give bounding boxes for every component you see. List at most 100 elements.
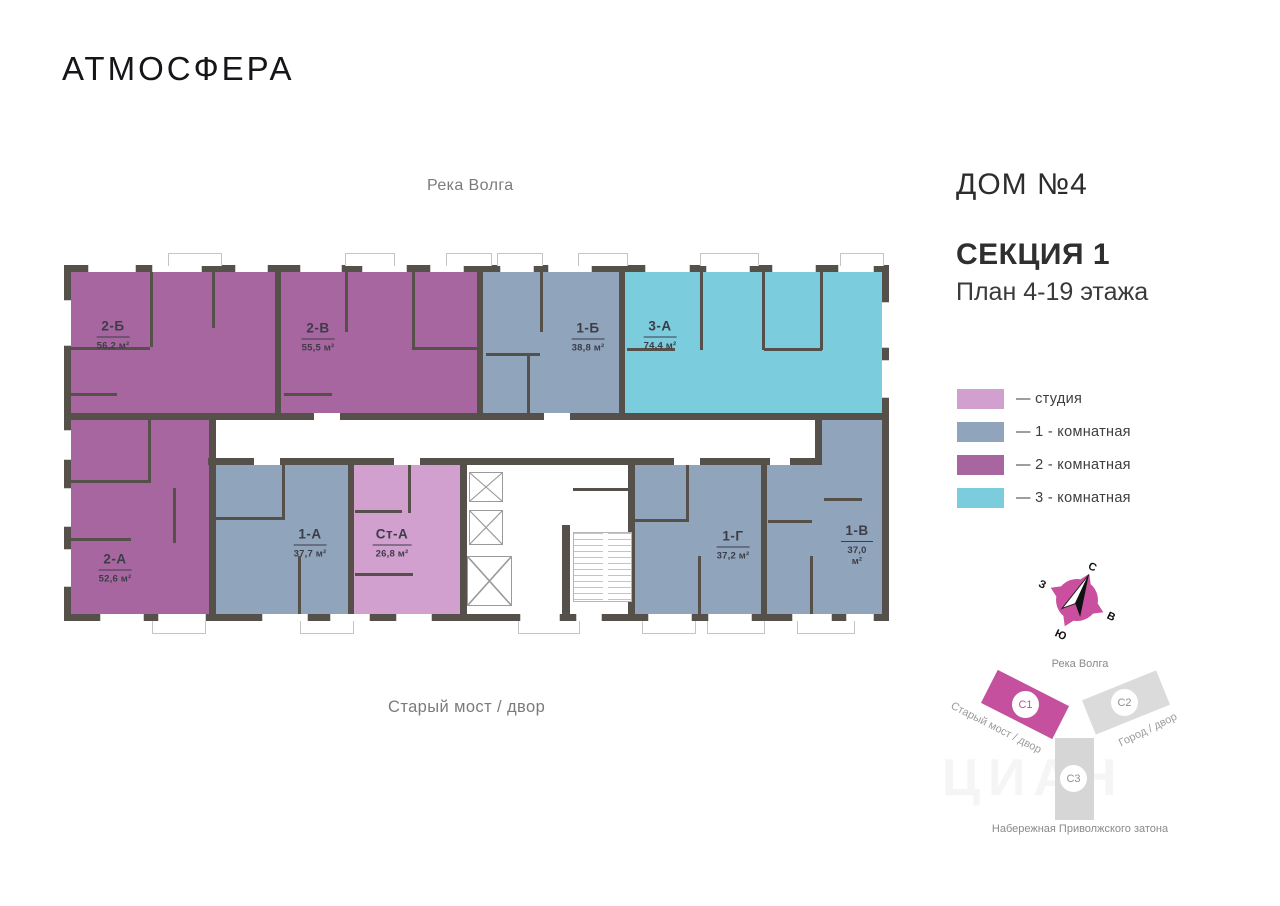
apartment-label-1g: 1-Г 37,2 м² — [716, 528, 750, 562]
door-opening — [544, 413, 570, 420]
window — [152, 265, 202, 272]
wall-segment — [71, 480, 148, 483]
house-title: ДОМ №4 — [956, 168, 1088, 201]
wall-segment — [64, 413, 889, 420]
apartment-label-1a: 1-А 37,7 м² — [293, 526, 327, 560]
wall-segment — [562, 525, 570, 614]
brand-logo: АТМОСФЕРА — [62, 50, 295, 87]
yard-label: Старый мост / двор — [388, 698, 546, 716]
door-opening — [254, 458, 280, 465]
window — [64, 300, 71, 346]
wall-segment — [700, 272, 703, 350]
wall-segment — [216, 517, 282, 520]
elevator-shaft — [469, 472, 503, 502]
apartment-label-3a: 3-А 74,4 м² — [643, 318, 677, 352]
legend-swatch-2room — [957, 455, 1004, 475]
wall-segment — [486, 353, 540, 356]
window — [846, 614, 874, 621]
window — [158, 614, 206, 621]
wall-segment — [355, 573, 413, 576]
balcony — [152, 621, 206, 634]
balcony — [840, 253, 884, 266]
window — [500, 265, 534, 272]
apartment-region-1b[interactable] — [479, 265, 624, 417]
apartment-region-2b[interactable] — [64, 265, 280, 417]
wall-segment — [768, 520, 812, 523]
wall-segment — [345, 272, 348, 332]
window — [706, 265, 750, 272]
balcony — [168, 253, 222, 266]
floor-plan: 2-Б 56,2 м² 2-В 55,5 м² 1-Б 38,8 м² 3-А … — [64, 253, 889, 634]
wall-segment — [686, 465, 689, 522]
legend-swatch-3room — [957, 488, 1004, 508]
site-section-c3-badge: С3 — [1060, 765, 1087, 792]
legend-swatch-1room — [957, 422, 1004, 442]
apartment-region-st-a[interactable] — [350, 465, 465, 621]
legend-item-2room: — 2 - комнатная — [957, 455, 1131, 475]
wall-segment — [355, 510, 402, 513]
apartment-region-1v-strip[interactable] — [815, 417, 889, 465]
window — [772, 265, 816, 272]
balcony — [797, 621, 855, 634]
watermark: ЦИАН — [942, 749, 1125, 807]
site-map: ЦИАН Река Волга С1 С2 С3 Старый мост / д… — [940, 652, 1220, 852]
window — [396, 614, 432, 621]
wall-segment — [635, 519, 686, 522]
window — [362, 265, 407, 272]
apartment-label-1v: 1-В 37,0 м² — [841, 523, 873, 567]
apartment-region-3a[interactable] — [621, 265, 889, 417]
apartment-region-1v[interactable] — [763, 465, 889, 621]
window — [548, 265, 592, 272]
balcony — [497, 253, 543, 266]
window — [64, 488, 71, 527]
river-label: Река Волга — [427, 177, 514, 194]
wall-segment — [284, 393, 332, 396]
wall-segment — [820, 272, 823, 350]
wall-segment — [761, 458, 767, 621]
balcony — [700, 253, 759, 266]
compass-north-letter: С — [1086, 560, 1098, 574]
door-opening — [770, 458, 790, 465]
window — [645, 265, 690, 272]
legend-item-studio: — студия — [957, 389, 1131, 409]
window — [430, 265, 464, 272]
window — [576, 614, 602, 621]
wall-segment — [627, 348, 675, 351]
window — [882, 360, 889, 398]
wall-segment — [148, 417, 151, 483]
wall-segment — [275, 265, 281, 420]
wall-segment — [810, 556, 813, 614]
apartment-region-2v[interactable] — [277, 265, 482, 417]
window — [235, 265, 268, 272]
apartment-label-2v: 2-В 55,5 м² — [301, 320, 335, 354]
wall-segment — [282, 465, 285, 520]
wall-segment — [460, 458, 467, 621]
wall-segment — [762, 272, 765, 350]
door-opening — [674, 458, 700, 465]
sitemap-bottom-label: Набережная Приволжского затона — [991, 823, 1169, 835]
wall-segment — [298, 556, 301, 614]
elevator-shaft — [467, 556, 512, 606]
wall-segment — [71, 393, 117, 396]
outer-wall — [64, 265, 889, 272]
wall-segment — [764, 348, 822, 351]
floors-subtitle: План 4-19 этажа — [956, 278, 1149, 306]
wall-segment — [408, 465, 411, 513]
wall-segment — [412, 272, 415, 350]
window — [708, 614, 752, 621]
site-section-c2-badge: С2 — [1111, 689, 1138, 716]
wall-segment — [208, 458, 822, 465]
apartment-region-2a[interactable] — [64, 417, 215, 621]
wall-segment — [209, 413, 216, 621]
wall-segment — [527, 353, 530, 413]
legend-item-1room: — 1 - комнатная — [957, 422, 1131, 442]
balcony — [707, 621, 765, 634]
outer-wall — [64, 614, 889, 621]
door-opening — [314, 413, 340, 420]
balcony — [642, 621, 696, 634]
door-opening — [394, 458, 420, 465]
window — [262, 614, 308, 621]
window — [882, 302, 889, 348]
staircase — [573, 532, 632, 602]
window — [300, 265, 342, 272]
